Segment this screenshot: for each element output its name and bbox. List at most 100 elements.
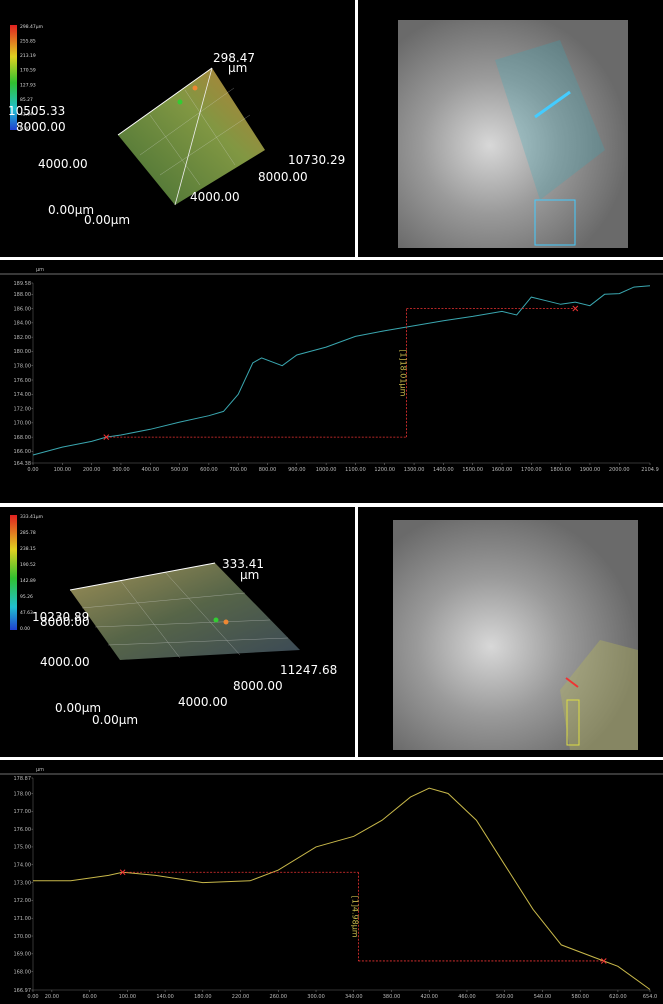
- measure-label: [1]18.01μm: [398, 349, 407, 396]
- x-tick-label: 100.00: [54, 467, 72, 473]
- x-tick-label: 500.00: [496, 994, 514, 1000]
- y-tick-label: 166.97: [14, 988, 32, 994]
- y-tick-label: 180.00: [14, 349, 32, 355]
- y-tick-label: 176.00: [14, 827, 32, 833]
- scale-label: 213.19: [20, 53, 36, 59]
- y-tick-label: 168.00: [14, 435, 32, 441]
- y-tick-label: 186.00: [14, 306, 32, 312]
- x-tick-label: 140.00: [156, 994, 174, 1000]
- scale-label: 285.78: [20, 530, 36, 536]
- y-tick-label: 178.00: [14, 364, 32, 370]
- x-tick-label: 300.00: [112, 467, 130, 473]
- x-tick-label: 1600.00: [492, 467, 513, 473]
- y-tick-label: 182.00: [14, 335, 32, 341]
- x-tick-label: 200.00: [83, 467, 101, 473]
- y-tick-label: 189.58: [14, 281, 32, 287]
- x-tick-label: 1800.00: [550, 467, 571, 473]
- x-tick-label: 500.00: [171, 467, 189, 473]
- scale-label: 190.52: [20, 562, 36, 568]
- y-tick-label: 171.00: [14, 916, 32, 922]
- y-tick-label: 178.87: [14, 776, 32, 782]
- point: [193, 86, 198, 91]
- x-tick-label: 2104.9: [641, 467, 659, 473]
- x-tick-label: 1500.00: [462, 467, 483, 473]
- y-tick-label: 173.00: [14, 880, 32, 886]
- x-tick-label: 1200.00: [374, 467, 395, 473]
- y-tick-label: 176.00: [14, 378, 32, 384]
- x-tick-label: 2000.00: [609, 467, 630, 473]
- scale-label: 255.85: [20, 39, 36, 45]
- x-tick-label: 900.00: [288, 467, 306, 473]
- x-tick-label: 300.00: [307, 994, 325, 1000]
- x-tick-label: 1300.00: [404, 467, 425, 473]
- x-tick-label: 0.00: [27, 994, 38, 1000]
- z-unit: μm: [240, 568, 259, 582]
- x-tick-label: 0.00: [27, 467, 38, 473]
- x-tick-label: 1400.00: [433, 467, 454, 473]
- x-tick-label: 380.00: [383, 994, 401, 1000]
- y-tick-label: 172.00: [14, 898, 32, 904]
- y-tick-label: 174.00: [14, 863, 32, 869]
- x-tick-label: 1000.00: [316, 467, 337, 473]
- x-tick-label: 1700.00: [521, 467, 542, 473]
- y-tick-label: 166.00: [14, 449, 32, 455]
- point: [214, 618, 219, 623]
- y-tick-label: 172.00: [14, 406, 32, 412]
- y-unit: μm: [36, 267, 44, 273]
- measure-label: [1]4.98μm: [350, 896, 359, 938]
- x-tick-label: 1100.00: [345, 467, 366, 473]
- x-tick-label: 420.00: [420, 994, 438, 1000]
- screen: 298.47μm255.85213.19170.59127.9385.2742.…: [0, 0, 663, 1004]
- scale-label: 333.41μm: [20, 514, 43, 520]
- x-tick-label: 260.00: [270, 994, 288, 1000]
- profile-panel: [0, 760, 663, 1004]
- x-tick-label: 100.00: [119, 994, 137, 1000]
- scale-label: 142.89: [20, 578, 36, 584]
- y-tick-label: 184.00: [14, 321, 32, 327]
- x-tick-label: 220.00: [232, 994, 250, 1000]
- y-max: 10505.33: [8, 104, 65, 118]
- x-max: 10730.29: [288, 153, 345, 167]
- x-tick-label: 460.00: [458, 994, 476, 1000]
- x-tick: 4000.00: [178, 695, 228, 709]
- x-tick-label: 620.00: [609, 994, 627, 1000]
- y-tick: 8000.00: [16, 120, 66, 134]
- x-tick-label: 580.00: [571, 994, 589, 1000]
- x-tick-label: 600.00: [200, 467, 218, 473]
- x-tick-label: 180.00: [194, 994, 212, 1000]
- y-tick: 8000.00: [40, 615, 90, 629]
- x-tick-label: 540.00: [534, 994, 552, 1000]
- x-tick: 8000.00: [258, 170, 308, 184]
- x-tick: 4000.00: [190, 190, 240, 204]
- origin-x: 0.00μm: [92, 713, 138, 727]
- z-unit: μm: [228, 61, 247, 75]
- y-tick-label: 178.00: [14, 791, 32, 797]
- y-tick-label: 188.00: [14, 292, 32, 298]
- x-tick: 8000.00: [233, 679, 283, 693]
- y-unit: μm: [36, 767, 44, 773]
- point: [224, 620, 229, 625]
- scale-label: 95.26: [20, 594, 33, 600]
- y-tick-label: 174.00: [14, 392, 32, 398]
- x-max: 11247.68: [280, 663, 337, 677]
- x-tick-label: 20.00: [45, 994, 59, 1000]
- scale-label: 127.93: [20, 82, 36, 88]
- y-tick-label: 164.38: [14, 461, 32, 467]
- point: [178, 100, 183, 105]
- color-bar: [10, 515, 17, 630]
- y-tick-label: 177.00: [14, 809, 32, 815]
- y-tick-label: 169.00: [14, 952, 32, 958]
- y-tick-label: 170.00: [14, 421, 32, 427]
- x-tick-label: 340.00: [345, 994, 363, 1000]
- y-tick: 4000.00: [40, 655, 90, 669]
- x-tick-label: 1900.00: [580, 467, 601, 473]
- scale-label: 238.15: [20, 546, 36, 552]
- scale-label: 85.27: [20, 97, 33, 103]
- scale-label: 298.47μm: [20, 24, 43, 30]
- y-tick-label: 175.00: [14, 845, 32, 851]
- y-tick: 4000.00: [38, 157, 88, 171]
- x-tick-label: 700.00: [229, 467, 247, 473]
- scale-label: 170.59: [20, 68, 36, 74]
- origin-x: 0.00μm: [84, 213, 130, 227]
- y-tick-label: 168.00: [14, 969, 32, 975]
